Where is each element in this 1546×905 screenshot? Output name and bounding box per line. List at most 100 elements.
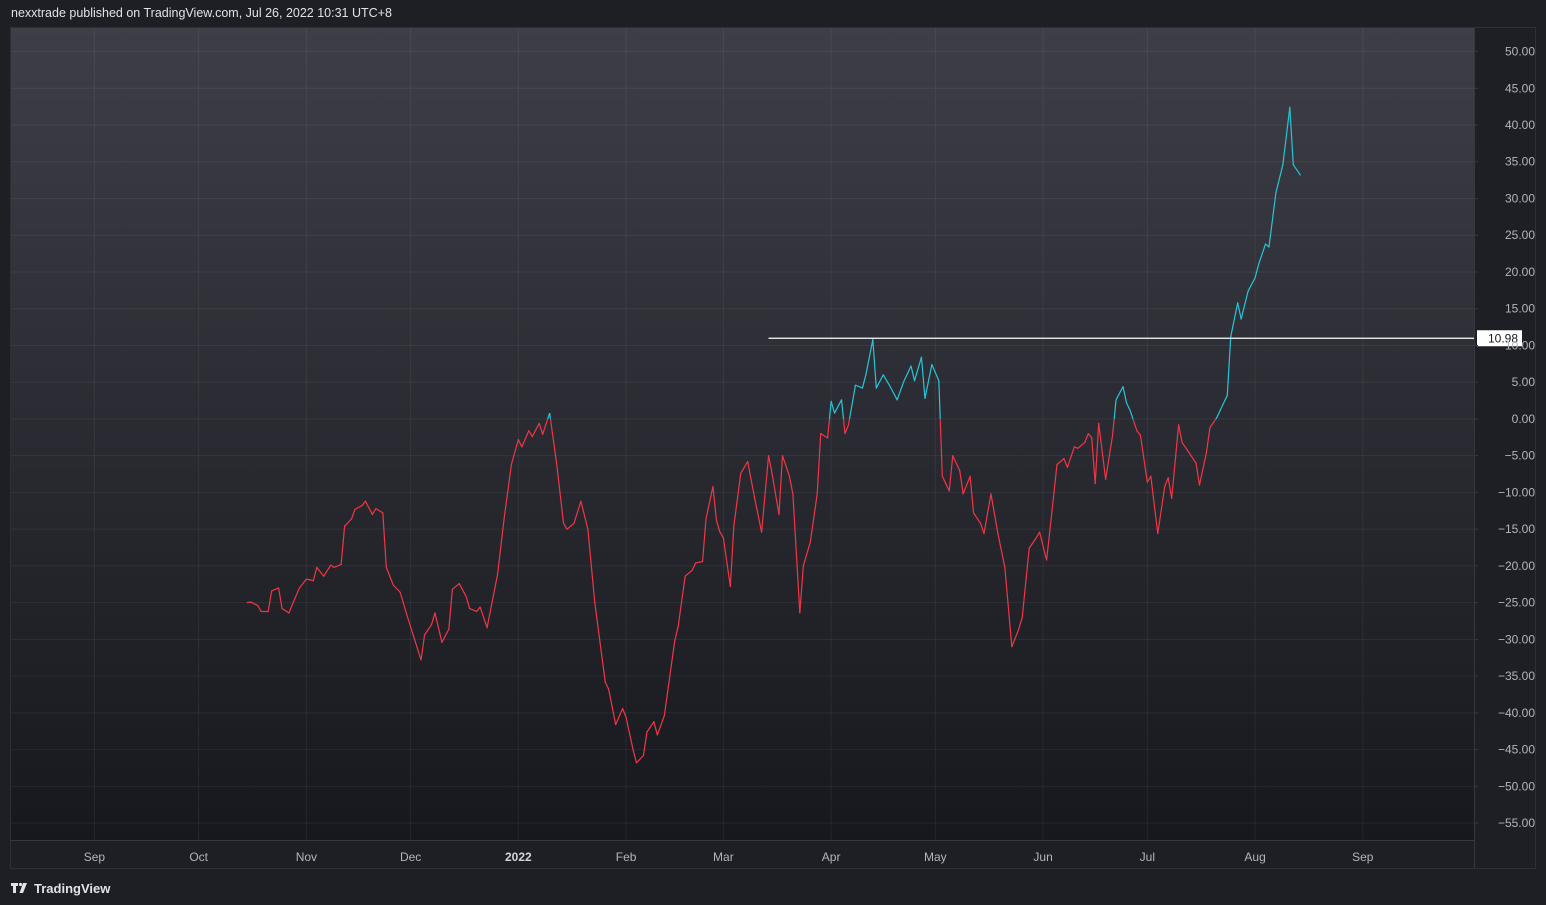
y-tick-label: 20.00 <box>1505 265 1535 279</box>
y-tick-label: −15.00 <box>1498 522 1535 536</box>
series-segment <box>1125 402 1131 411</box>
series-segment <box>291 587 301 605</box>
series-segment <box>1087 433 1093 439</box>
x-tick-label: Dec <box>400 850 421 864</box>
series-segment <box>517 438 523 448</box>
series-segment <box>1105 434 1114 480</box>
series-segment <box>1178 424 1183 444</box>
series-segment <box>1091 437 1096 485</box>
series-segment <box>712 485 718 521</box>
series-segment <box>521 430 530 448</box>
series-segment <box>573 500 582 524</box>
series-segment <box>531 422 540 438</box>
series-segment <box>938 380 941 419</box>
series-segment <box>729 525 735 588</box>
series-segment <box>948 455 954 492</box>
series-segment <box>833 399 843 414</box>
series-segment <box>1035 531 1041 539</box>
series-segment <box>809 493 818 543</box>
price-axis[interactable]: 50.00 45.00 40.00 35.00 30.00 25.00 20.00 15.00… <box>1474 45 1535 831</box>
series-segment <box>1219 394 1228 411</box>
x-tick-label: Feb <box>616 850 637 864</box>
series-segment <box>1282 106 1291 166</box>
grid-lines <box>11 28 1474 840</box>
series-segment <box>423 624 433 636</box>
chart-panel[interactable]: 10.98 50.00 45.00 40.00 35.00 30.00 25.00 20.0… <box>10 27 1536 869</box>
series-segment <box>952 455 961 471</box>
tradingview-watermark: TradingView <box>11 879 110 897</box>
level-price-label: 10.98 <box>1488 331 1518 345</box>
time-axis[interactable]: Sep Oct Nov Dec 2022 Feb Mar Apr May Jun Jul Aug Sep <box>84 850 1374 864</box>
series-segment <box>861 374 867 389</box>
series-segment <box>674 625 679 642</box>
series-segment <box>875 374 884 389</box>
series-segment <box>486 574 499 629</box>
series-segment <box>385 566 394 586</box>
y-tick-label: 35.00 <box>1505 155 1535 169</box>
series-segment <box>1150 475 1159 535</box>
y-tick-label: −30.00 <box>1498 632 1535 646</box>
series-segment <box>615 707 624 726</box>
series-segment <box>1205 427 1211 454</box>
series-segment <box>931 363 940 382</box>
y-tick-label: −50.00 <box>1498 779 1535 793</box>
series-segment <box>469 607 478 613</box>
series-segment <box>840 399 845 419</box>
x-tick-label: 2022 <box>505 850 532 864</box>
series-segment <box>1226 336 1232 397</box>
brand-name: TradingView <box>34 880 111 896</box>
series-segment <box>333 563 342 568</box>
y-tick-label: 50.00 <box>1505 45 1535 59</box>
series-segment <box>781 455 791 477</box>
y-tick-label: 40.00 <box>1505 118 1535 132</box>
price-axis-background <box>1474 28 1535 868</box>
series-segment <box>778 455 784 516</box>
series-segment <box>913 356 923 382</box>
series-segment <box>382 512 387 568</box>
series-segment <box>847 418 851 425</box>
series-segment <box>257 604 262 613</box>
series-segment <box>1292 164 1301 176</box>
series-segment <box>677 575 686 627</box>
series-segment <box>969 475 975 514</box>
series-segment <box>1188 452 1197 464</box>
series-segment <box>1209 418 1217 429</box>
series-segment <box>1157 485 1166 535</box>
series-segment <box>924 363 933 399</box>
series-segment <box>910 365 916 382</box>
level-group[interactable]: 10.98 <box>768 330 1522 347</box>
series-segment <box>1063 458 1069 469</box>
series-segment <box>1098 422 1107 480</box>
time-axis-background <box>11 840 1474 868</box>
series-segment <box>361 500 367 507</box>
series-segment <box>997 532 1006 568</box>
price-chart[interactable]: 10.98 50.00 45.00 40.00 35.00 30.00 25.00 20.0… <box>11 28 1536 869</box>
series-segment <box>476 606 481 613</box>
series-segment <box>1039 531 1048 561</box>
y-tick-label: 5.00 <box>1512 375 1536 389</box>
x-tick-label: Mar <box>713 850 734 864</box>
series-segment <box>420 634 426 661</box>
y-tick-label: 25.00 <box>1505 228 1535 242</box>
series-segment <box>465 596 471 610</box>
series-segment <box>566 522 575 530</box>
series-segment <box>344 518 353 527</box>
series-segment <box>549 412 552 420</box>
series-segment <box>920 356 926 399</box>
series-segment <box>364 500 374 516</box>
series-segment <box>816 433 822 495</box>
x-tick-label: Jul <box>1140 850 1155 864</box>
series-segment <box>298 578 307 589</box>
y-tick-label: 0.00 <box>1512 412 1536 426</box>
series-segment <box>1237 302 1242 320</box>
series-segment <box>1257 243 1267 266</box>
series-segment <box>701 518 707 563</box>
series-segment <box>1139 434 1148 483</box>
y-tick-label: −55.00 <box>1498 816 1535 830</box>
series-segment <box>941 475 950 492</box>
series-segment <box>830 400 836 414</box>
series-segment <box>267 590 273 613</box>
series-segment <box>642 731 648 757</box>
series-segment <box>406 615 415 639</box>
series-segment <box>448 588 453 630</box>
